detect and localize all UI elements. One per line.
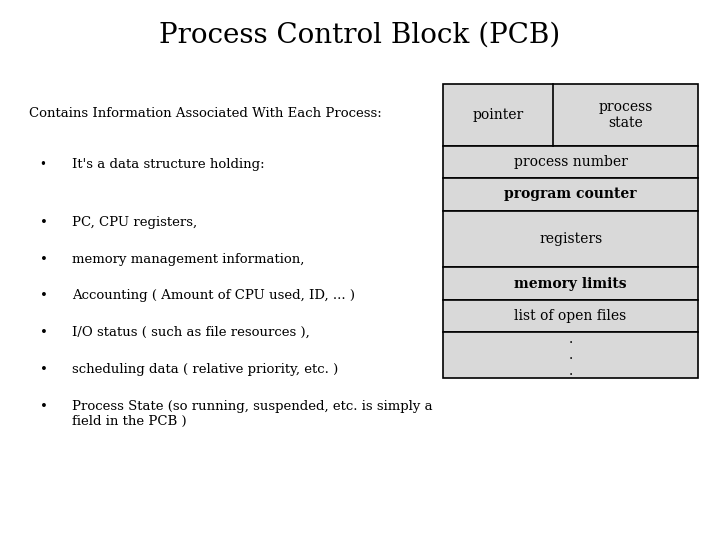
Text: Accounting ( Amount of CPU used, ID, ... ): Accounting ( Amount of CPU used, ID, ...… [72, 289, 355, 302]
Text: •: • [40, 216, 48, 229]
Text: •: • [40, 400, 48, 413]
Text: program counter: program counter [504, 187, 637, 201]
Bar [443, 146, 698, 178]
Text: list of open files: list of open files [515, 309, 626, 323]
Text: I/O status ( such as file resources ),: I/O status ( such as file resources ), [72, 326, 310, 339]
Text: •: • [40, 363, 48, 376]
Text: .
.
.: . . . [569, 332, 572, 378]
Text: •: • [40, 253, 48, 266]
Text: •: • [40, 326, 48, 339]
Text: •: • [40, 158, 47, 171]
Text: It's a data structure holding:: It's a data structure holding: [72, 158, 265, 171]
Text: •: • [40, 289, 48, 302]
Bar [443, 332, 698, 378]
Text: PC, CPU registers,: PC, CPU registers, [72, 216, 197, 229]
Bar [443, 267, 698, 300]
Text: Contains Information Associated With Each Process:: Contains Information Associated With Eac… [29, 107, 382, 120]
Text: pointer: pointer [472, 108, 523, 122]
Text: memory management information,: memory management information, [72, 253, 305, 266]
Text: Process State (so running, suspended, etc. is simply a
field in the PCB ): Process State (so running, suspended, et… [72, 400, 433, 428]
Text: process number: process number [513, 155, 628, 169]
Bar [443, 84, 698, 146]
Text: scheduling data ( relative priority, etc. ): scheduling data ( relative priority, etc… [72, 363, 338, 376]
Text: Process Control Block (PCB): Process Control Block (PCB) [159, 22, 561, 49]
Bar [443, 300, 698, 332]
Bar [443, 178, 698, 211]
Text: memory limits: memory limits [514, 276, 627, 291]
Text: process
state: process state [598, 100, 653, 130]
Text: registers: registers [539, 232, 602, 246]
Bar [443, 211, 698, 267]
